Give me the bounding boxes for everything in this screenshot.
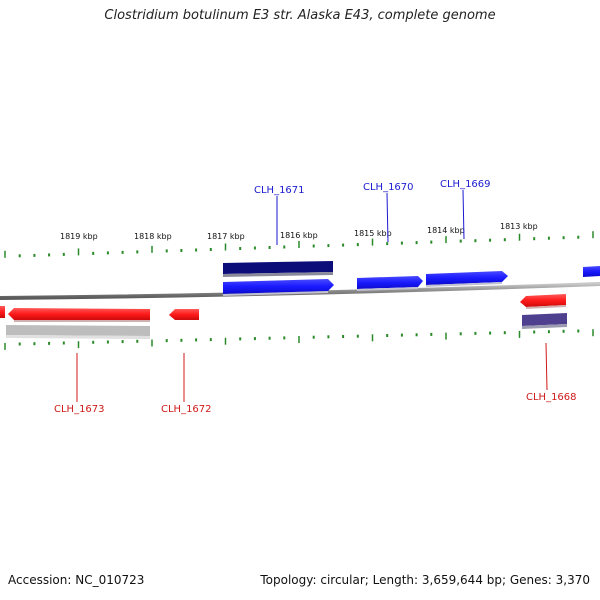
gene-feature-clh-1668[interactable] xyxy=(520,294,566,309)
map-title: Clostridium botulinum E3 str. Alaska E43… xyxy=(104,8,496,23)
genome-summary-text: Topology: circular; Length: 3,659,644 bp… xyxy=(260,573,590,587)
scale-ticks-top xyxy=(4,231,594,258)
scale-label-1815: 1815 kbp xyxy=(354,229,392,238)
gene-label-clh-1670[interactable]: CLH_1670 xyxy=(363,182,414,193)
gene-feature-clh-1671-dark[interactable] xyxy=(223,261,333,277)
scale-label-1813: 1813 kbp xyxy=(500,222,538,231)
scale-label-1818: 1818 kbp xyxy=(134,232,172,241)
gene-feature-edge-reverse[interactable] xyxy=(0,306,5,318)
leader-line-clh-1668 xyxy=(545,342,548,391)
gene-feature-clh-1673-pseudo[interactable] xyxy=(6,325,150,339)
gene-feature-clh-1673[interactable] xyxy=(8,308,150,322)
gene-feature-clh-1671[interactable] xyxy=(223,279,334,296)
scale-label-1819: 1819 kbp xyxy=(60,232,98,241)
accession-text: Accession: NC_010723 xyxy=(8,573,145,587)
gene-label-clh-1672[interactable]: CLH_1672 xyxy=(161,404,212,415)
leader-line-clh-1669 xyxy=(462,189,465,240)
gene-label-clh-1671[interactable]: CLH_1671 xyxy=(254,185,305,196)
gene-feature-clh-1672[interactable] xyxy=(169,309,199,320)
leader-line-clh-1670 xyxy=(386,192,389,243)
scale-label-1817: 1817 kbp xyxy=(207,232,245,241)
gene-feature-clh-1669[interactable] xyxy=(426,271,508,287)
scale-label-1814: 1814 kbp xyxy=(427,226,465,235)
scale-ticks-bottom xyxy=(4,329,594,350)
gene-feature-clh-1670[interactable] xyxy=(357,276,423,291)
gene-label-clh-1668[interactable]: CLH_1668 xyxy=(526,392,577,403)
gene-label-clh-1669[interactable]: CLH_1669 xyxy=(440,179,491,190)
gene-feature-clh-1668-dark[interactable] xyxy=(522,313,567,329)
scale-label-1816: 1816 kbp xyxy=(280,231,318,240)
gene-label-clh-1673[interactable]: CLH_1673 xyxy=(54,404,105,415)
gene-feature-edge-forward[interactable] xyxy=(583,266,600,277)
